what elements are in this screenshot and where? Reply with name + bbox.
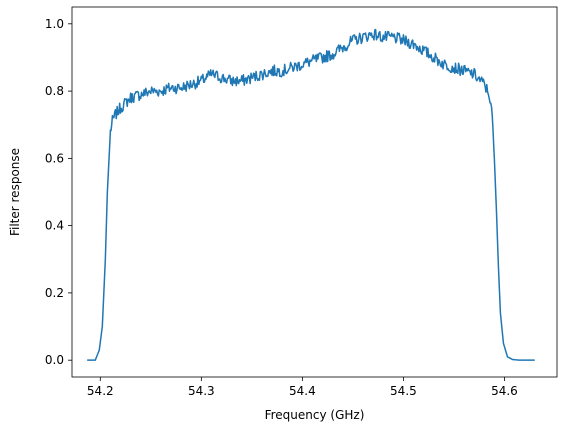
x-tick-label: 54.6 [491,384,518,398]
filter-response-line [87,28,535,361]
y-tick-label: 0.0 [45,353,64,367]
y-tick-label: 0.2 [45,286,64,300]
y-tick-label: 1.0 [45,17,64,31]
x-axis-ticks: 54.2 54.3 54.4 54.5 54.6 [87,377,518,398]
y-axis-label: Filter response [8,148,22,236]
y-tick-label: 0.6 [45,151,64,165]
x-tick-label: 54.2 [87,384,114,398]
x-tick-label: 54.4 [289,384,316,398]
x-axis-label: Frequency (GHz) [265,408,365,422]
y-axis-ticks: 0.0 0.2 0.4 0.6 0.8 1.0 [45,17,72,367]
y-tick-label: 0.4 [45,219,64,233]
axes-frame [71,6,558,378]
x-tick-label: 54.3 [188,384,215,398]
y-tick-label: 0.8 [45,84,64,98]
x-tick-label: 54.5 [390,384,417,398]
